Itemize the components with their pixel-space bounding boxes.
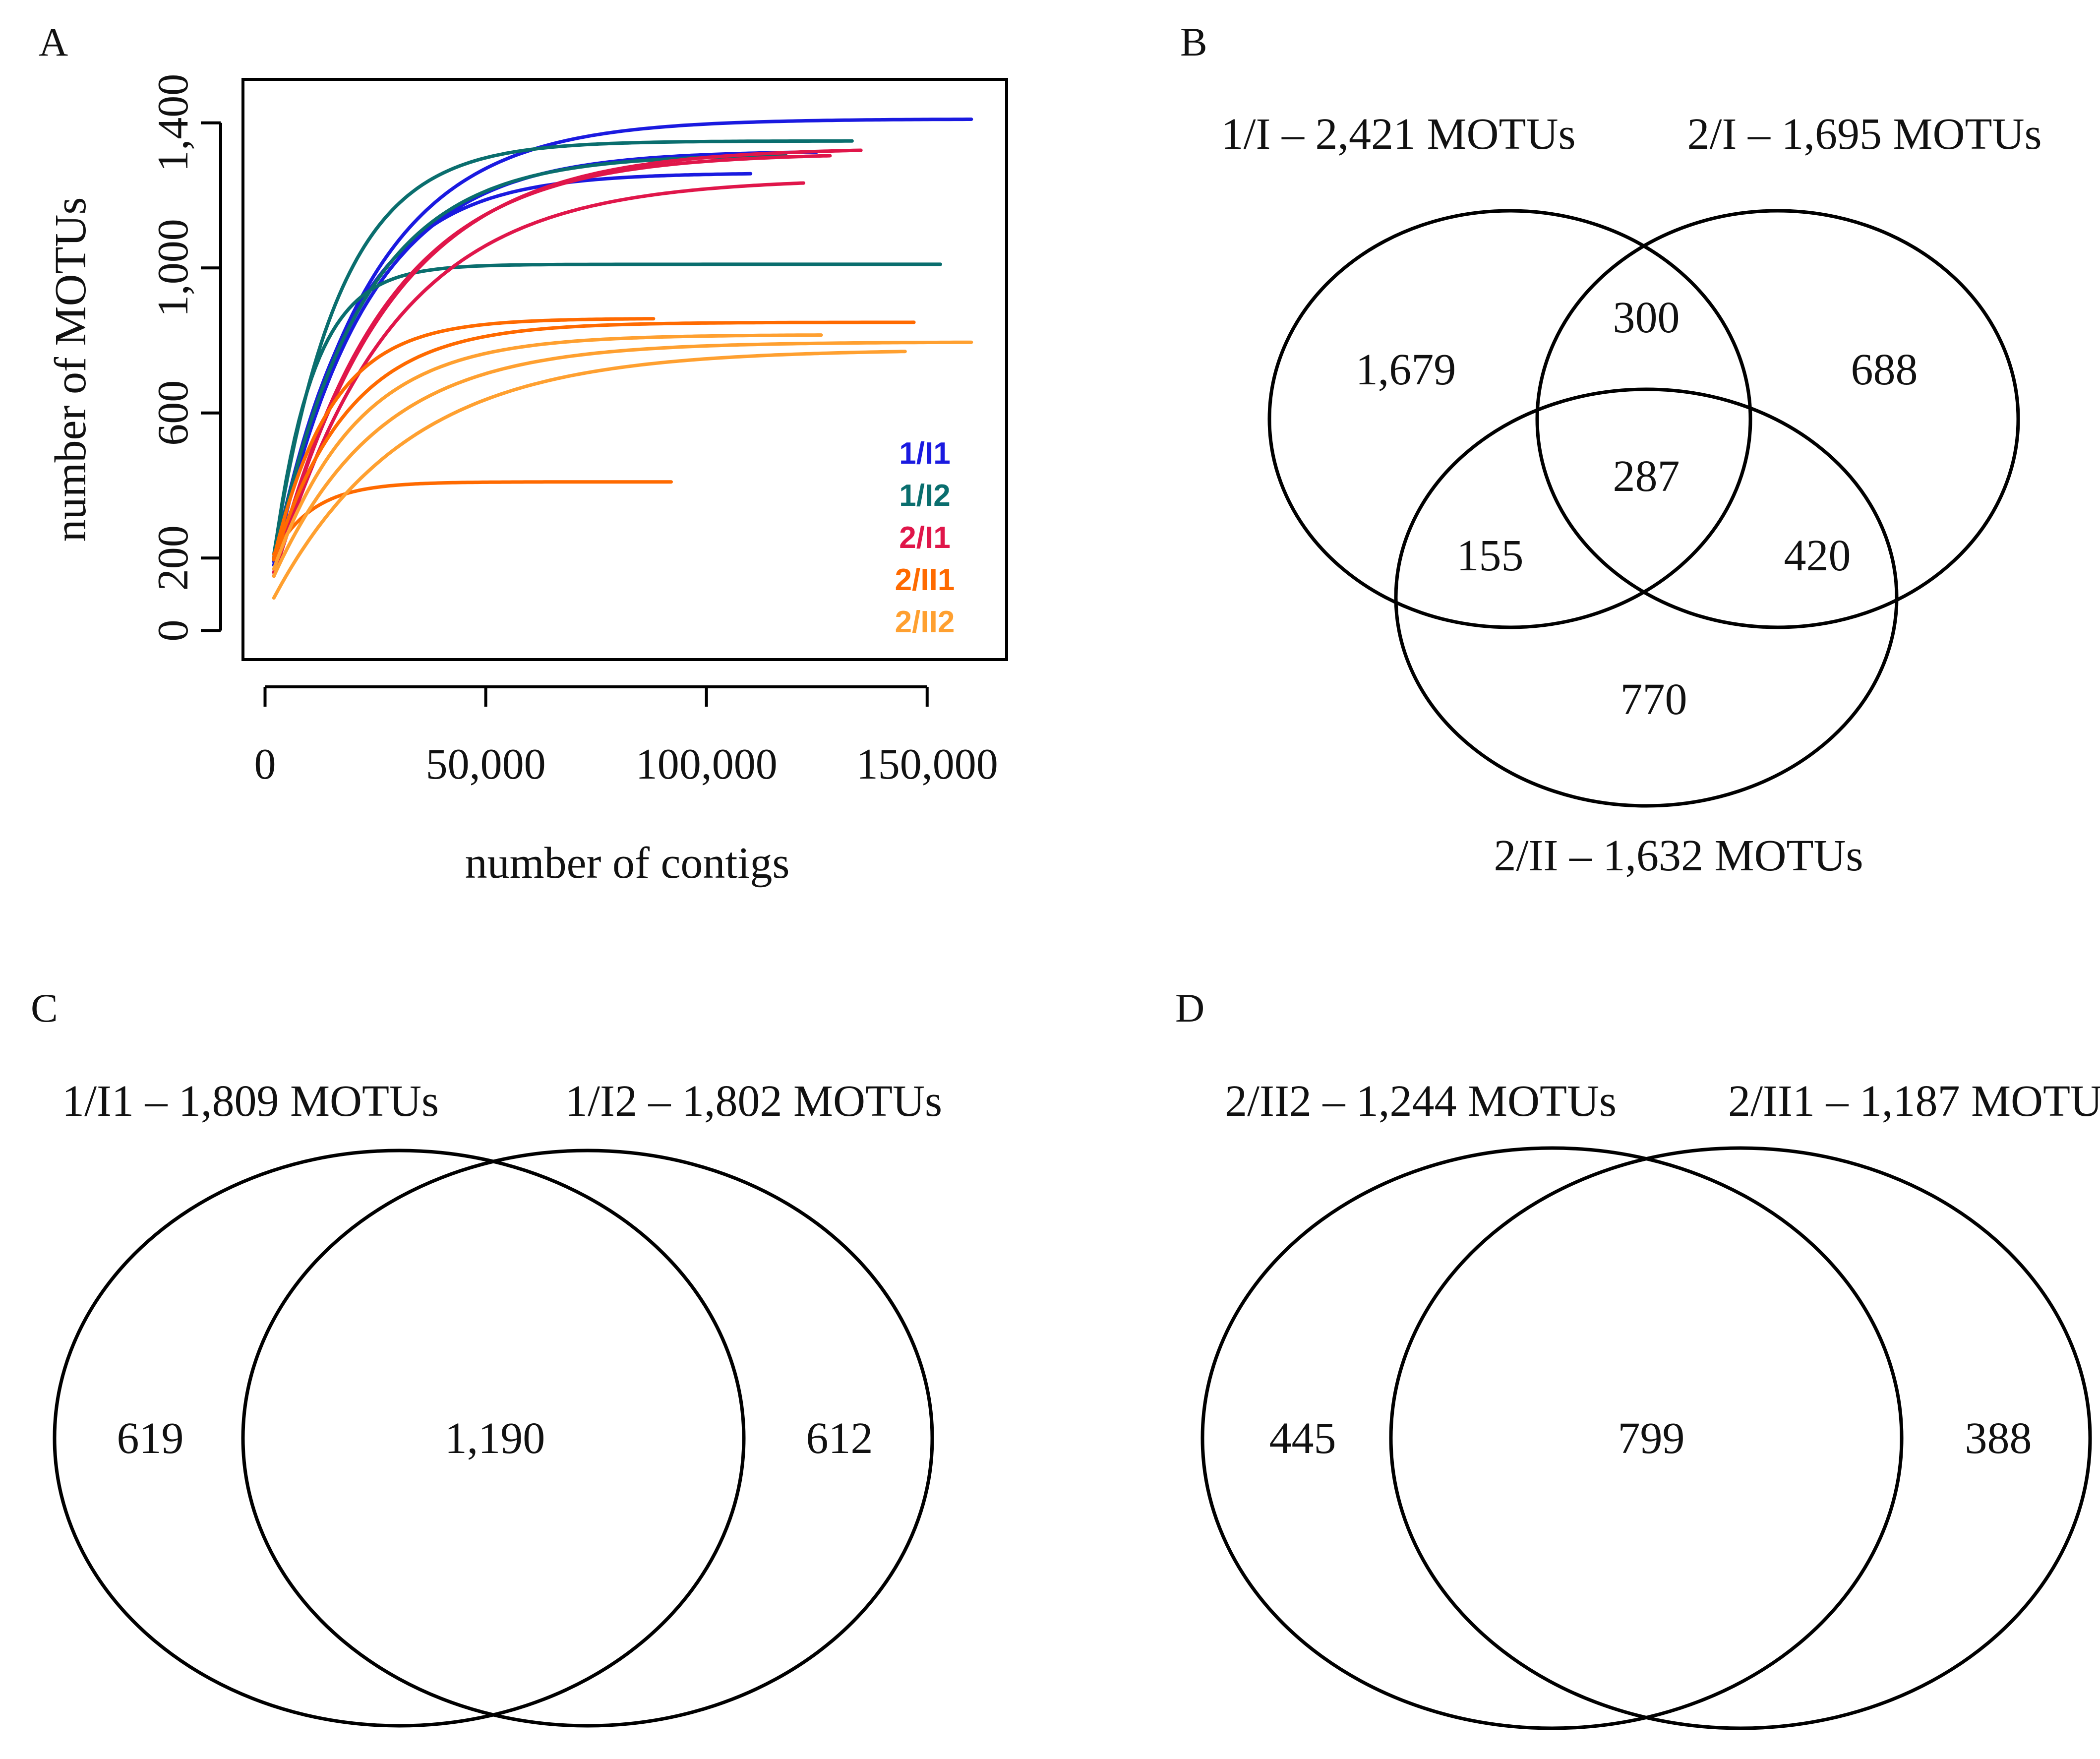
x-tick-label: 150,000 xyxy=(856,740,998,789)
venn-b-only-2I: 688 xyxy=(1851,345,1918,394)
rarefaction-curves xyxy=(272,118,973,600)
legend-item-2-II2: 2/II2 xyxy=(895,605,955,639)
venn-c-only-left: 619 xyxy=(117,1414,184,1463)
venn-c-circle-right xyxy=(241,1149,934,1728)
legend-item-1-I1: 1/I1 xyxy=(899,436,950,471)
venn-d-set-label-1: 2/II2 – 1,244 MOTUs xyxy=(1225,1077,1617,1126)
curve-1-I2-4 xyxy=(272,262,942,560)
x-axis-label: number of contigs xyxy=(465,839,790,888)
y-tick-label: 1,000 xyxy=(149,219,197,317)
venn-d-circle-right xyxy=(1389,1146,2092,1730)
curve-2-II2-14 xyxy=(272,350,907,600)
y-tick-label: 0 xyxy=(149,620,197,642)
venn-b-circle-2II xyxy=(1394,387,1899,808)
y-tick-label: 1,400 xyxy=(149,74,197,172)
venn-b-2I-2II: 420 xyxy=(1784,531,1851,580)
legend: 1/I1 1/I2 2/I1 2/II1 2/II2 xyxy=(895,436,955,639)
venn-c-shared: 1,190 xyxy=(445,1414,545,1463)
panel-c-letter: C xyxy=(31,985,58,1031)
venn-c-set-label-2: 1/I2 – 1,802 MOTUs xyxy=(565,1077,942,1126)
curve-2-II1-9 xyxy=(272,317,656,560)
venn-d-only-left: 445 xyxy=(1269,1414,1336,1463)
venn-b-set-label-1: 1/I – 2,421 MOTUs xyxy=(1221,110,1576,159)
venn-b-circle-2I xyxy=(1535,209,2020,629)
y-axis: 0 200 600 1,000 1,400 xyxy=(149,74,222,642)
y-tick-label: 200 xyxy=(149,525,197,591)
panel-d-letter: D xyxy=(1175,985,1204,1031)
curve-1-I1-0 xyxy=(272,118,973,560)
venn-d-only-right: 388 xyxy=(1965,1414,2032,1463)
venn-b-set-label-3: 2/II – 1,632 MOTUs xyxy=(1494,831,1863,880)
venn-b-1I-2II: 155 xyxy=(1457,531,1524,580)
x-axis: 0 50,000 100,000 150,000 xyxy=(254,685,998,789)
x-tick-label: 0 xyxy=(254,740,276,789)
plot-area-frame xyxy=(241,78,1008,661)
curve-2-I1-7 xyxy=(272,154,832,574)
venn-b-only-2II: 770 xyxy=(1620,675,1687,724)
panel-a-letter: A xyxy=(39,19,68,64)
panel-b-letter: B xyxy=(1180,19,1207,64)
venn-c-circle-left xyxy=(53,1149,746,1728)
venn-c-set-label-1: 1/I1 – 1,809 MOTUs xyxy=(62,1077,439,1126)
venn-d-shared: 799 xyxy=(1618,1414,1685,1463)
venn-c-only-right: 612 xyxy=(806,1414,873,1463)
panel-d: D 2/II2 – 1,244 MOTUs 2/II1 – 1,187 MOTU… xyxy=(1175,985,2100,1730)
x-tick-label: 50,000 xyxy=(426,740,546,789)
venn-b-circle-1I xyxy=(1267,209,1752,629)
panel-c: C 1/I1 – 1,809 MOTUs 1/I2 – 1,802 MOTUs … xyxy=(31,985,942,1728)
legend-item-2-II1: 2/II1 xyxy=(895,563,955,597)
venn-d-circle-left xyxy=(1200,1146,1904,1730)
venn-b-set-label-2: 2/I – 1,695 MOTUs xyxy=(1687,110,2042,159)
panel-a: A 0 200 600 1,000 1,400 0 50,000 100,000 150,00… xyxy=(39,19,1008,888)
curve-2-II1-10 xyxy=(272,320,916,562)
curve-1-I2-3 xyxy=(272,139,854,556)
curve-2-II2-12 xyxy=(272,333,823,571)
x-tick-label: 100,000 xyxy=(636,740,778,789)
venn-b-1I-2I: 300 xyxy=(1613,293,1680,342)
y-tick-label: 600 xyxy=(149,380,197,446)
venn-b-only-1I: 1,679 xyxy=(1356,345,1456,394)
panel-b: B 1/I – 2,421 MOTUs 2/I – 1,695 MOTUs 2/… xyxy=(1180,19,2042,880)
legend-item-2-I1: 2/I1 xyxy=(899,521,950,555)
legend-item-1-I2: 1/I2 xyxy=(899,479,950,513)
curve-2-II1-11 xyxy=(272,480,673,556)
venn-d-set-label-2: 2/II1 – 1,187 MOTUs xyxy=(1728,1077,2100,1126)
curve-2-II2-13 xyxy=(272,340,973,578)
venn-b-all: 287 xyxy=(1613,452,1680,501)
y-axis-label: number of MOTUs xyxy=(46,197,95,542)
